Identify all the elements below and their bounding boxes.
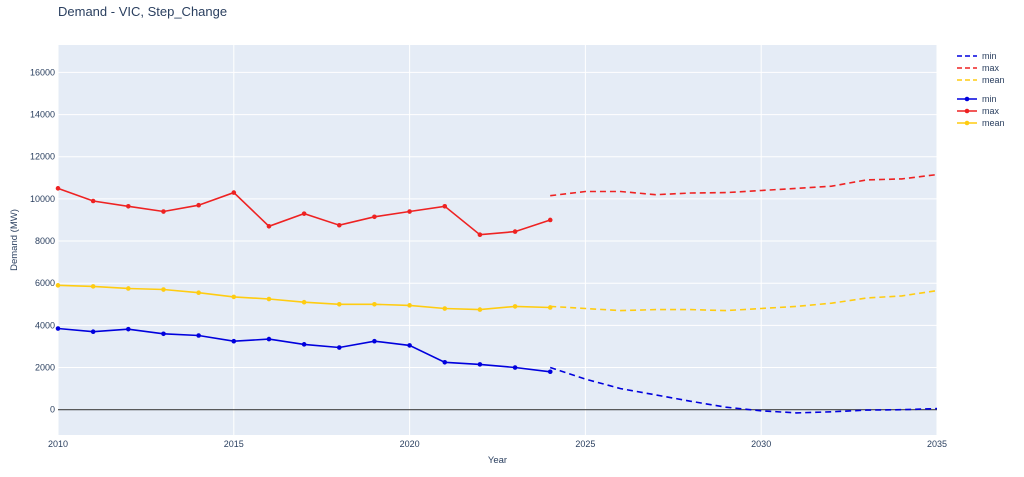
y-tick-label: 16000 (30, 67, 55, 77)
data-point[interactable] (336, 345, 342, 350)
data-point[interactable] (372, 301, 377, 307)
y-tick-label: 6000 (35, 278, 55, 288)
data-point[interactable] (196, 333, 201, 338)
legend-item-actual-mean[interactable]: mean (957, 118, 1005, 128)
data-point[interactable] (55, 186, 61, 191)
series-actual-mean (55, 283, 553, 312)
y-axis: 0 2000 4000 6000 8000 10000 12000 14000 16000 (30, 67, 55, 414)
x-tick-label: 2020 (400, 439, 420, 449)
data-point[interactable] (442, 203, 448, 209)
data-point[interactable] (161, 287, 166, 292)
legend-label: mean (982, 75, 1005, 85)
y-tick-label: 10000 (30, 194, 55, 204)
data-point[interactable] (90, 329, 96, 335)
data-point[interactable] (547, 369, 553, 375)
data-point[interactable] (55, 326, 61, 331)
legend-marker (964, 120, 970, 126)
x-tick-label: 2035 (927, 439, 947, 449)
x-tick-label: 2025 (575, 439, 595, 449)
data-point[interactable] (407, 303, 412, 308)
data-point[interactable] (477, 307, 483, 312)
series-forecast-max (550, 173, 938, 197)
y-tick-label: 4000 (35, 320, 55, 330)
data-point[interactable] (266, 296, 272, 302)
data-point[interactable] (372, 338, 377, 344)
data-point[interactable] (90, 284, 96, 289)
data-point[interactable] (512, 229, 518, 234)
data-point[interactable] (161, 331, 166, 337)
grid (57, 45, 938, 435)
y-axis-title: Demand (MW) (9, 209, 20, 271)
plot-area (58, 45, 937, 435)
data-point[interactable] (161, 209, 166, 214)
series-layer (55, 173, 938, 414)
data-point[interactable] (231, 190, 237, 195)
data-point[interactable] (477, 232, 483, 238)
data-point[interactable] (407, 343, 412, 348)
x-axis: 2010 2015 2020 2025 2030 2035 (48, 439, 947, 449)
legend-label: min (982, 51, 997, 61)
data-point[interactable] (372, 214, 377, 220)
x-tick-label: 2015 (224, 439, 244, 449)
data-point[interactable] (266, 336, 272, 342)
data-point[interactable] (55, 283, 61, 288)
data-point[interactable] (336, 301, 342, 307)
y-tick-label: 2000 (35, 363, 55, 373)
data-point[interactable] (126, 203, 131, 209)
data-point[interactable] (196, 202, 201, 208)
legend-marker (964, 96, 970, 102)
data-point[interactable] (126, 286, 131, 291)
y-tick-label: 8000 (35, 236, 55, 246)
data-point[interactable] (301, 211, 307, 216)
data-point[interactable] (196, 290, 201, 296)
series-actual-min (55, 326, 553, 375)
data-point[interactable] (301, 342, 307, 347)
legend-item-forecast-max[interactable]: max (957, 63, 1000, 73)
x-axis-title: Year (488, 455, 507, 466)
x-tick-label: 2030 (751, 439, 771, 449)
data-point[interactable] (547, 305, 553, 310)
data-point[interactable] (477, 362, 483, 367)
legend-item-forecast-mean[interactable]: mean (957, 75, 1005, 85)
data-point[interactable] (547, 217, 553, 223)
legend-label: min (982, 94, 997, 104)
y-tick-label: 0 (50, 405, 55, 415)
data-point[interactable] (442, 359, 448, 365)
series-line (550, 289, 938, 312)
data-point[interactable] (407, 209, 412, 214)
legend-item-actual-max[interactable]: max (957, 106, 1000, 116)
data-point[interactable] (512, 304, 518, 309)
data-point[interactable] (231, 338, 237, 344)
legend-label: max (982, 106, 1000, 116)
data-point[interactable] (336, 222, 342, 228)
legend-marker (964, 108, 970, 114)
data-point[interactable] (512, 365, 518, 370)
chart-title: Demand - VIC, Step_Change (58, 4, 227, 19)
series-line (550, 173, 938, 197)
legend-item-actual-min[interactable]: min (957, 94, 997, 104)
data-point[interactable] (90, 198, 96, 204)
legend[interactable]: min max mean min max mean (957, 51, 1005, 128)
data-point[interactable] (126, 326, 131, 332)
y-tick-label: 12000 (30, 152, 55, 162)
legend-label: mean (982, 118, 1005, 128)
data-point[interactable] (442, 306, 448, 311)
y-tick-label: 14000 (30, 110, 55, 120)
legend-item-forecast-min[interactable]: min (957, 51, 997, 61)
data-point[interactable] (266, 223, 272, 229)
data-point[interactable] (301, 299, 307, 305)
data-point[interactable] (231, 294, 237, 300)
legend-label: max (982, 63, 1000, 73)
x-tick-label: 2010 (48, 439, 68, 449)
series-forecast-mean (550, 289, 938, 312)
series-actual-max (55, 186, 553, 238)
